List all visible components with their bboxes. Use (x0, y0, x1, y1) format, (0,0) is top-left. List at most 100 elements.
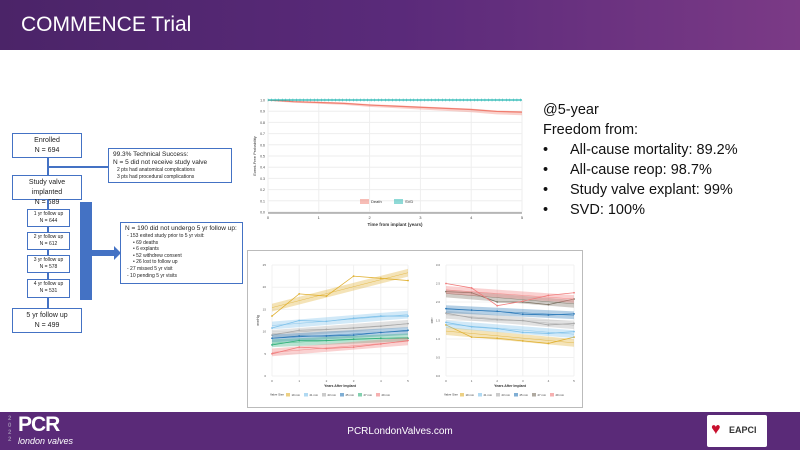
block-arrow-icon (80, 202, 121, 300)
legend-label: 25 mm (346, 393, 355, 397)
implanted-box: Study valve implanted N = 689 (12, 175, 82, 206)
box-count: N = 612 (39, 241, 58, 247)
series-line (271, 340, 409, 355)
x-tick-label: 4 (548, 379, 550, 383)
y-tick-label: 0.5 (436, 356, 441, 360)
data-point (325, 347, 328, 350)
lost-to-followup-box: N = 190 did not undergo 5 yr follow up: … (120, 222, 243, 284)
stats-subheading: Freedom from: (543, 122, 639, 138)
eapci-logo: ♥ EAPCI (707, 415, 767, 447)
data-point (547, 324, 550, 326)
gradient-chart: 0 5 10 15 20 25 0 1 2 3 4 5 Years After Implant mmHg V… (256, 263, 409, 397)
eoa-chart: 0.0 0.5 1.0 1.5 2.0 2.5 3.0 0 1 2 3 4 5 Years After I… (430, 263, 575, 397)
legend-swatch (496, 393, 500, 397)
box-count: N = 644 (39, 218, 58, 224)
hemodynamics-panel: 0 5 10 15 20 25 0 1 2 3 4 5 Years After Implant mmHg V… (247, 250, 583, 408)
data-point (521, 313, 524, 316)
x-axis-label: Years After Implant (324, 384, 357, 388)
data-point (407, 315, 409, 317)
footer-url[interactable]: PCRLondonValves.com (347, 426, 453, 437)
data-point (298, 319, 301, 322)
y-axis-label: Event-Free Probability (252, 136, 257, 176)
stat-item: Study valve explant: 99% (543, 180, 738, 200)
legend-title: Valve Size (270, 393, 284, 397)
box-line: - 10 pending 5 yr visits (127, 272, 178, 279)
data-point (325, 295, 328, 297)
data-point (352, 346, 355, 349)
legend-swatch (304, 393, 308, 397)
data-point (496, 304, 499, 307)
legend-label: 27 mm (538, 393, 547, 397)
data-point (352, 317, 355, 320)
connector (47, 166, 108, 168)
data-point (496, 327, 499, 330)
legend-swatch (340, 393, 344, 397)
y-tick-label: 5 (264, 352, 266, 356)
box-count: N = 578 (39, 264, 58, 270)
box-count: N = 694 (34, 147, 60, 154)
x-tick-label: 3 (522, 379, 524, 383)
legend-title: Valve Size (444, 393, 458, 397)
x-axis-label: Time from implant (years) (368, 222, 423, 227)
y-tick-label: 15 (263, 307, 267, 311)
data-point (271, 337, 273, 340)
box-line: N = 5 did not receive study valve (113, 159, 208, 166)
legend-label: 23 mm (502, 393, 511, 397)
series-line (445, 308, 575, 316)
series-line (445, 291, 575, 305)
y-tick-label: 1.0 (260, 99, 265, 103)
data-point (547, 332, 550, 335)
y-tick-label: 0.1 (260, 199, 265, 203)
x-tick-label: 1 (298, 379, 300, 383)
x-tick-label: 4 (380, 379, 382, 383)
box-label: N = 190 did not undergo 5 yr follow up: (125, 225, 237, 232)
y-tick-label: 0.8 (260, 121, 265, 125)
data-point (407, 339, 409, 342)
data-point (271, 334, 273, 337)
legend-label: 21 mm (310, 393, 319, 397)
data-point (407, 329, 409, 332)
pcr-logo: PCR (18, 413, 60, 436)
data-point (379, 343, 382, 345)
y-tick-label: 0 (264, 374, 266, 378)
box-count: N = 499 (34, 322, 60, 329)
y-tick-label: 0.3 (260, 177, 265, 181)
y-tick-label: 0.2 (260, 188, 265, 192)
box-line: • 69 deaths (133, 239, 159, 246)
x-tick-label: 2 (368, 215, 371, 220)
eapci-label: EAPCI (729, 425, 757, 435)
title-bar: COMMENCE Trial (0, 0, 800, 50)
legend-label: Death (371, 199, 382, 204)
data-point (547, 303, 550, 306)
data-point (521, 339, 524, 342)
data-point (271, 315, 273, 317)
data-point (470, 325, 473, 328)
data-point (298, 292, 301, 295)
data-point (470, 287, 473, 289)
five-year-stats: @5-year Freedom from: All-cause mortalit… (543, 100, 738, 220)
y-axis-label: cm² (430, 317, 434, 324)
data-point (379, 277, 382, 280)
kaplan-meier-chart: 0.0 0.1 0.2 0.3 0.4 0.5 0.6 0.7 0.8 0.9 1.0 0 1 2 3 4 5 T… (252, 98, 524, 227)
y-tick-label: 3.0 (436, 263, 441, 267)
y-tick-label: 0.4 (260, 166, 265, 170)
box-bullet: 3 pts had procedural complications (117, 174, 195, 180)
box-count: N = 531 (39, 288, 58, 294)
data-point (407, 322, 409, 325)
data-point (271, 327, 273, 329)
legend-label: 27 mm (364, 393, 373, 397)
followup-box: 3 yr follow up N = 578 (27, 255, 70, 273)
data-point (521, 331, 524, 334)
y-tick-label: 2.0 (436, 300, 441, 304)
data-point (573, 330, 575, 333)
data-point (325, 335, 328, 337)
data-point (445, 282, 447, 285)
y-tick-label: 1.5 (436, 319, 441, 323)
data-point (573, 291, 575, 294)
legend-swatch (286, 393, 290, 397)
data-point (271, 352, 273, 355)
x-tick-label: 0 (445, 379, 447, 383)
footer: 2022 PCR london valves PCRLondonValves.c… (0, 412, 800, 450)
trend-line (271, 272, 409, 308)
data-point (298, 339, 301, 342)
